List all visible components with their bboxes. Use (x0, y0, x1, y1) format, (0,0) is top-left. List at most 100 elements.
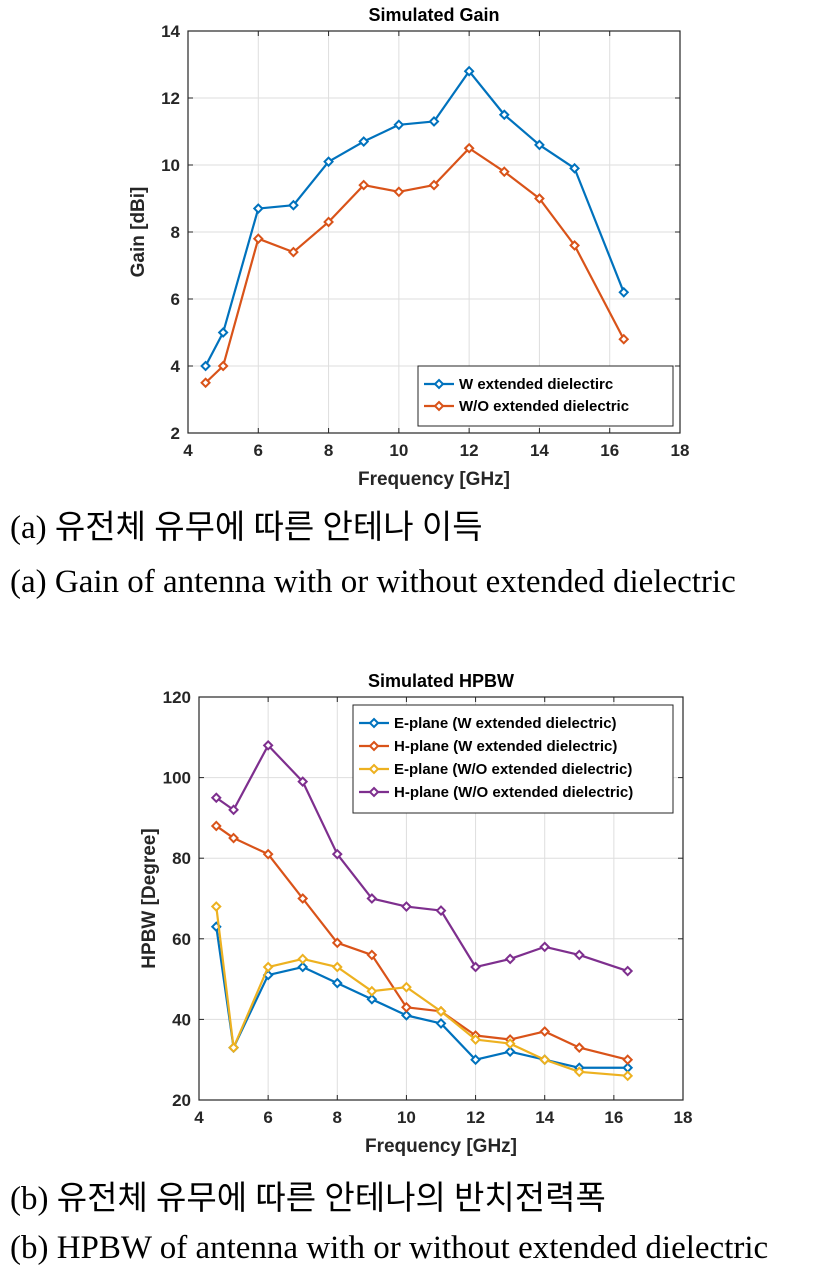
x-tick-label: 12 (460, 441, 479, 460)
hpbw-chart: 4 6 8 10 12 14 16 18 20 40 60 80 100 120 Simulated HPB… (139, 671, 693, 1157)
data-point-0 (463, 65, 475, 77)
data-point-0 (435, 1018, 447, 1029)
x-axis-label: Frequency [GHz] (365, 1136, 517, 1157)
data-point-3 (228, 804, 239, 816)
data-point-1 (200, 377, 211, 389)
data-point-1 (401, 1001, 412, 1013)
legend-label: W/O extended dielectric (459, 398, 629, 415)
y-axis-label: HPBW [Degree] (139, 828, 160, 968)
y-tick-label: 100 (163, 769, 191, 788)
data-point-1 (331, 937, 343, 949)
data-point-1 (534, 193, 545, 204)
x-tick-label: 16 (600, 441, 619, 460)
legend-label: E-plane (W extended dielectric) (394, 715, 617, 732)
x-tick-label: 16 (604, 1108, 623, 1127)
caption-b-korean: (b) 유전체 유무에 따른 안테나의 반치전력폭 (10, 1181, 606, 1217)
data-point-0 (534, 139, 545, 151)
data-point-1 (498, 166, 510, 178)
chart-title: Simulated Gain (368, 5, 499, 25)
data-point-2 (504, 1038, 516, 1049)
data-point-0 (331, 977, 343, 989)
data-point-0 (297, 961, 309, 973)
data-point-2 (366, 985, 378, 997)
data-point-0 (200, 360, 211, 372)
y-tick-label: 40 (172, 1010, 191, 1029)
data-point-3 (331, 848, 343, 860)
data-point-1 (622, 1054, 634, 1066)
legend-marker (368, 717, 380, 729)
y-tick-label: 60 (172, 930, 191, 949)
data-point-2 (470, 1034, 481, 1045)
data-point-1 (288, 246, 299, 258)
data-point-1 (262, 848, 274, 860)
data-point-3 (366, 893, 378, 904)
data-point-0 (618, 286, 630, 298)
legend-label: H-plane (W/O extended dielectric) (394, 784, 633, 801)
data-point-2 (210, 901, 222, 912)
data-point-1 (252, 233, 264, 245)
data-point-0 (323, 156, 334, 168)
data-point-1 (463, 142, 475, 154)
chart-title: Simulated HPBW (368, 671, 514, 691)
data-point-1 (358, 179, 370, 191)
data-point-0 (393, 119, 405, 131)
y-tick-label: 10 (161, 156, 180, 175)
caption-b-english: (b) HPBW of antenna with or without exte… (10, 1230, 769, 1266)
x-tick-label: 12 (466, 1108, 485, 1127)
data-point-3 (262, 739, 274, 751)
data-point-0 (470, 1054, 481, 1066)
data-point-0 (401, 1009, 412, 1021)
data-point-3 (573, 949, 585, 961)
data-point-1 (228, 832, 239, 844)
x-tick-label: 10 (397, 1108, 416, 1127)
data-point-0 (569, 162, 580, 174)
data-point-0 (358, 136, 370, 147)
legend-marker (433, 378, 445, 390)
data-point-2 (331, 961, 343, 973)
y-tick-label: 14 (161, 22, 180, 41)
data-point-1 (569, 239, 580, 251)
data-point-2 (228, 1042, 239, 1054)
data-point-1 (428, 179, 440, 191)
x-tick-label: 18 (671, 441, 690, 460)
x-tick-label: 8 (324, 441, 333, 460)
data-point-3 (504, 953, 516, 965)
data-point-3 (539, 941, 551, 953)
data-point-2 (573, 1066, 585, 1078)
legend-label: E-plane (W/O extended dielectric) (394, 761, 632, 778)
data-point-0 (366, 993, 378, 1005)
legend-marker (368, 763, 380, 775)
y-tick-label: 20 (172, 1091, 191, 1110)
y-tick-label: 2 (171, 424, 180, 443)
legend-label: W extended dielectirc (459, 376, 613, 393)
data-point-0 (504, 1046, 516, 1058)
y-tick-label: 80 (172, 849, 191, 868)
legend-box (417, 365, 674, 427)
legend-marker (368, 740, 380, 752)
legend-box (352, 704, 674, 814)
data-point-0 (217, 327, 229, 338)
y-tick-label: 4 (171, 357, 181, 376)
data-point-2 (297, 953, 309, 965)
legend-marker (433, 400, 445, 412)
x-tick-label: 8 (333, 1108, 342, 1127)
x-tick-label: 4 (183, 441, 193, 460)
x-tick-label: 4 (194, 1108, 204, 1127)
x-tick-label: 6 (263, 1108, 272, 1127)
data-point-1 (573, 1042, 585, 1054)
data-point-3 (401, 901, 412, 912)
x-tick-label: 6 (254, 441, 263, 460)
data-point-0 (288, 199, 299, 211)
data-point-0 (428, 116, 440, 127)
data-point-1 (297, 893, 309, 904)
data-point-2 (622, 1070, 634, 1082)
data-point-3 (470, 961, 481, 973)
caption-a-korean: (a) 유전체 유무에 따른 안테나 이득 (10, 510, 483, 546)
data-point-0 (252, 203, 264, 214)
data-point-3 (622, 965, 634, 977)
x-tick-label: 18 (674, 1108, 693, 1127)
data-point-3 (435, 905, 447, 917)
data-point-1 (217, 360, 229, 372)
legend-label: H-plane (W extended dielectric) (394, 738, 617, 755)
